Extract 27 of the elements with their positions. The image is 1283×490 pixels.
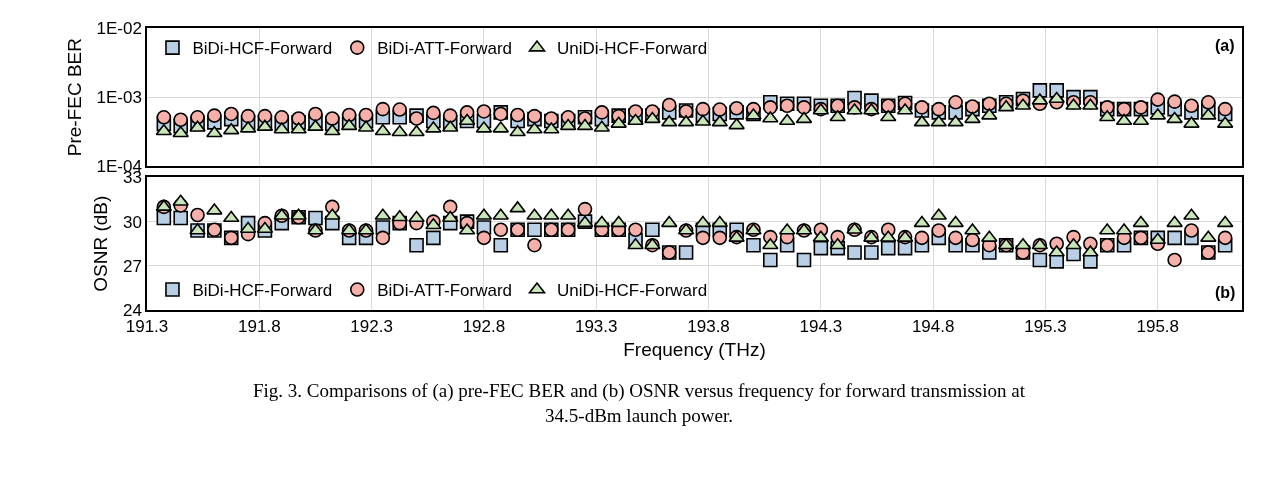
x-tick-label: 191.3: [125, 317, 169, 337]
x-tick-label: 193.8: [687, 317, 730, 337]
legend-label: BiDi-ATT-Forward: [377, 281, 513, 301]
y-tick-label: 27: [122, 256, 142, 276]
annotation: (a): [1215, 37, 1235, 54]
x-tick-label: 192.3: [350, 317, 393, 337]
legend-label: BiDi-HCF-Forward: [192, 281, 333, 301]
x-tick-label: 194.8: [911, 317, 955, 337]
x-tick-label: 191.8: [238, 317, 281, 337]
y-axis-title: Pre-FEC BER: [63, 37, 85, 157]
x-tick-label: 195.8: [1136, 317, 1180, 337]
legend-label: UniDi-HCF-Forward: [557, 39, 708, 59]
x-tick-label: 193.3: [574, 317, 618, 337]
legend-label: UniDi-HCF-Forward: [557, 281, 708, 301]
annotation: (b): [1215, 284, 1236, 301]
legend-label: BiDi-ATT-Forward: [377, 39, 513, 59]
legend-label: BiDi-HCF-Forward: [192, 39, 333, 59]
caption: Fig. 3. Comparisons of (a) pre-FEC BER and (b) OSNR versus frequency for forward transmission at 34.5-dBm launch power.: [253, 380, 1026, 426]
y-tick-label: 30: [122, 212, 142, 232]
x-tick-label: 194.3: [799, 317, 843, 337]
y-tick-label: 24: [122, 300, 142, 320]
x-tick-label: 192.8: [462, 317, 506, 337]
y-axis-title: OSNR (dB): [90, 195, 112, 292]
x-tick-label: 195.3: [1024, 317, 1067, 337]
y-tick-label: 1E-03: [96, 88, 142, 108]
x-axis-title: Frequency (THz): [623, 339, 766, 361]
y-tick-label: 1E-02: [96, 18, 142, 38]
